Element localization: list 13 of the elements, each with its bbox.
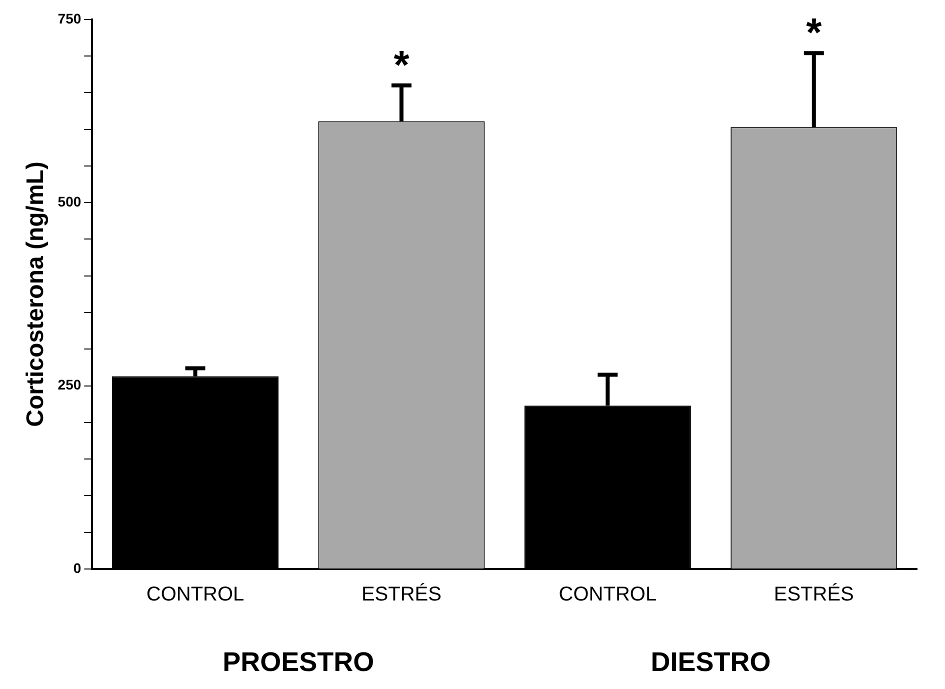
y-tick-label: 750 — [58, 10, 82, 26]
data-label: * — [394, 43, 410, 88]
x-tick-label: ESTRÉS — [361, 582, 442, 606]
x-tick-label: CONTROL — [558, 584, 657, 606]
y-tick-label: 500 — [58, 193, 82, 210]
y-tick-label: 0 — [73, 560, 82, 576]
x-tick-label: CONTROL — [146, 584, 244, 606]
text: PROESTRO — [222, 646, 374, 677]
text: DIESTRO — [650, 646, 771, 677]
x-tick-label: ESTRÉS — [774, 582, 854, 606]
data-label: * — [806, 11, 822, 56]
y-axis-title: Corticosterona (ng/mL) — [22, 162, 50, 427]
y-tick-label: 250 — [58, 376, 82, 393]
